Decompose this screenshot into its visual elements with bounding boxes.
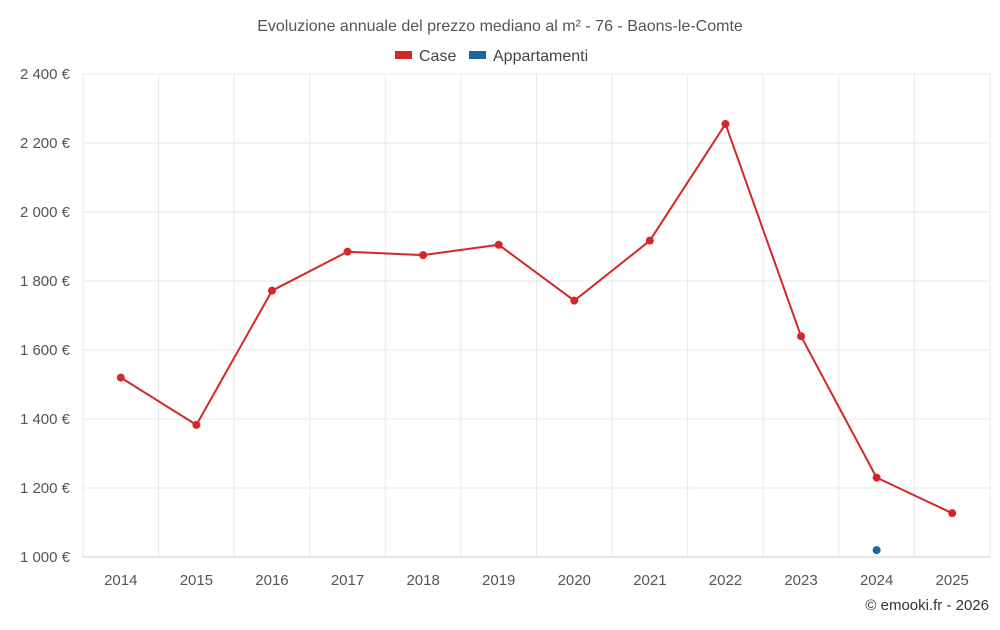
y-tick-label: 1 000 €: [20, 549, 71, 566]
axes: 1 000 € 1 200 € 1 400 € 1 600 € 1 800 € 2 000…: [20, 66, 990, 589]
x-tick-label: 2017: [331, 572, 364, 589]
x-tick-label: 2018: [406, 572, 439, 589]
legend: Case Appartamenti: [395, 48, 588, 65]
legend-swatch-0[interactable]: [395, 51, 412, 59]
data-point-0-2017[interactable]: [343, 247, 352, 256]
x-tick-label: 2016: [255, 572, 288, 589]
x-tick-label: 2019: [482, 572, 515, 589]
y-tick-label: 1 600 €: [20, 342, 71, 359]
x-tick-label: 2020: [558, 572, 591, 589]
data-point-0-2020[interactable]: [570, 296, 579, 305]
y-tick-label: 1 400 €: [20, 411, 71, 428]
data-point-0-2021[interactable]: [645, 236, 654, 245]
data-point-1-2024[interactable]: [872, 546, 881, 555]
series-line-0: [120, 123, 953, 515]
x-tick-label: 2022: [709, 572, 742, 589]
y-tick-label: 2 400 €: [20, 66, 71, 83]
data-point-0-2023[interactable]: [797, 332, 806, 341]
data-point-0-2016[interactable]: [267, 286, 276, 295]
y-tick-label: 1 800 €: [20, 273, 71, 290]
legend-swatch-1[interactable]: [469, 51, 486, 59]
x-tick-label: 2014: [104, 572, 137, 589]
data-point-0-2014[interactable]: [116, 373, 125, 382]
data-point-0-2024[interactable]: [872, 473, 881, 482]
legend-label-0[interactable]: Case: [419, 48, 456, 65]
credit-text: © emooki.fr - 2026: [865, 597, 989, 614]
legend-label-1[interactable]: Appartamenti: [493, 48, 588, 65]
data-point-0-2022[interactable]: [721, 120, 730, 129]
chart-title: Evoluzione annuale del prezzo mediano al…: [257, 18, 743, 35]
x-tick-label: 2025: [936, 572, 969, 589]
data-point-0-2025[interactable]: [948, 509, 957, 518]
x-tick-label: 2015: [180, 572, 213, 589]
x-tick-label: 2021: [633, 572, 666, 589]
y-tick-label: 2 000 €: [20, 204, 71, 221]
data-point-0-2018[interactable]: [419, 251, 428, 260]
y-tick-label: 1 200 €: [20, 480, 71, 497]
data-point-0-2019[interactable]: [494, 240, 503, 249]
series-layer: [116, 120, 957, 555]
data-point-0-2015[interactable]: [192, 420, 201, 429]
grid: [82, 73, 991, 557]
x-tick-label: 2023: [784, 572, 817, 589]
x-tick-label: 2024: [860, 572, 893, 589]
y-tick-label: 2 200 €: [20, 135, 71, 152]
